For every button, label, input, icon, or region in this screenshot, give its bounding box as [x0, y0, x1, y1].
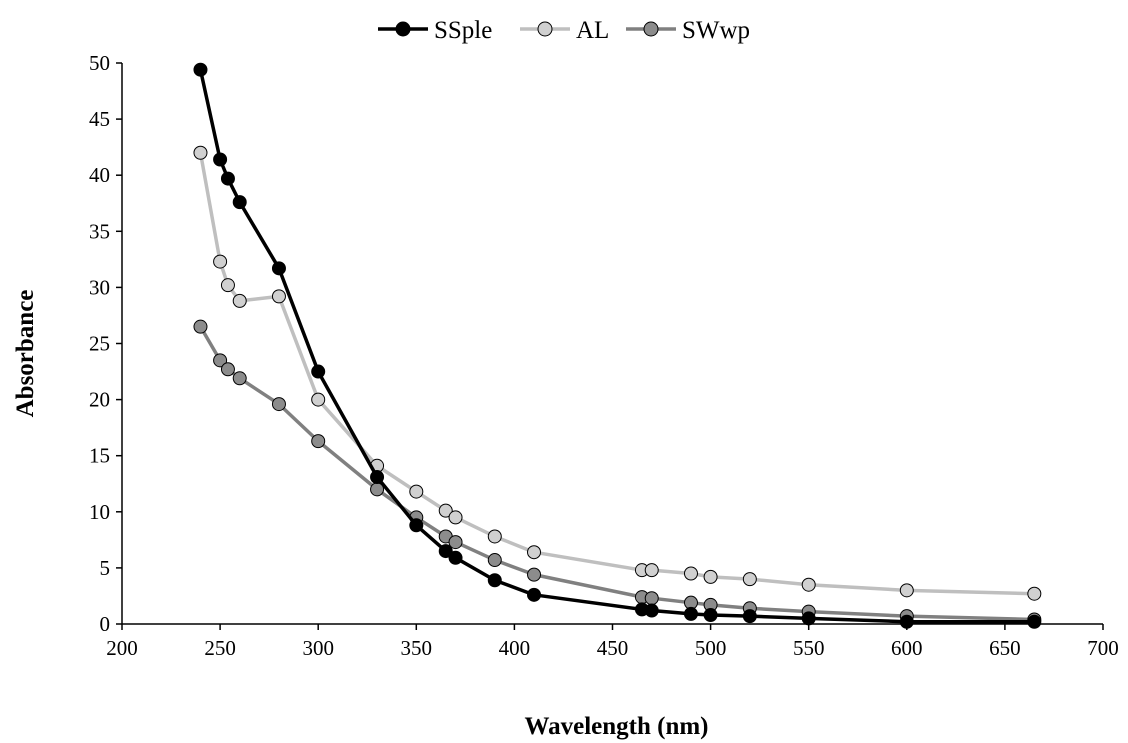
data-point-al [644, 563, 659, 578]
series-al [193, 145, 1042, 601]
y-tick-label: 5 [100, 556, 111, 580]
y-tick-label: 0 [100, 612, 111, 636]
x-tick-label: 650 [989, 636, 1021, 660]
y-axis-ticks: 0 5 10 15 20 25 30 35 40 45 50 [89, 51, 122, 636]
data-point-ssple [448, 550, 463, 565]
data-point-ssple [899, 614, 914, 629]
data-point-al [232, 293, 247, 308]
y-tick-label: 30 [89, 275, 110, 299]
x-tick-label: 400 [499, 636, 531, 660]
legend-item-swwp: SWwp [626, 17, 750, 44]
y-tick-label: 10 [89, 500, 110, 524]
data-point-ssple [213, 152, 228, 167]
legend-label-ssple: SSple [434, 17, 492, 44]
data-point-ssple [438, 544, 453, 559]
x-tick-label: 700 [1087, 636, 1119, 660]
data-point-al [220, 278, 235, 293]
legend-marker-ssple [395, 21, 411, 37]
legend-label-swwp: SWwp [682, 17, 750, 44]
legend-item-ssple: SSple [378, 17, 492, 44]
y-tick-label: 45 [89, 107, 110, 131]
data-point-ssple [220, 171, 235, 186]
data-point-ssple [644, 603, 659, 618]
data-point-al [213, 254, 228, 269]
data-point-ssple [370, 470, 385, 485]
x-tick-label: 550 [793, 636, 825, 660]
y-tick-label: 35 [89, 219, 110, 243]
y-tick-label: 50 [89, 51, 110, 75]
data-point-ssple [271, 261, 286, 276]
x-axis-title: Wavelength (nm) [524, 713, 708, 740]
legend-marker-swwp [643, 21, 659, 37]
series-line-swwp [198, 325, 1035, 622]
data-point-swwp [487, 553, 502, 568]
data-point-ssple [193, 62, 208, 77]
legend-marker-al [537, 21, 553, 37]
data-point-al [801, 577, 816, 592]
data-point-ssple [527, 587, 542, 602]
data-point-swwp [527, 567, 542, 582]
data-point-ssple [1027, 614, 1042, 629]
data-point-al [703, 569, 718, 584]
data-point-al [271, 289, 286, 304]
y-tick-label: 25 [89, 332, 110, 356]
data-point-al [438, 503, 453, 518]
x-tick-label: 350 [401, 636, 433, 660]
series-line-al [198, 152, 1035, 596]
data-point-al [311, 392, 326, 407]
series-line-ssple [198, 69, 1035, 624]
data-point-swwp [644, 591, 659, 606]
y-axis-title: Absorbance [12, 290, 39, 418]
data-point-al [683, 566, 698, 581]
data-point-ssple [232, 195, 247, 210]
y-tick-label: 20 [89, 388, 110, 412]
series-layer [193, 62, 1042, 629]
x-axis-ticks: 200 250 300 350 400 450 500 550 600 650 700 [106, 624, 1119, 660]
data-point-ssple [801, 611, 816, 626]
series-ssple [193, 62, 1042, 629]
legend: SSple AL SWwp [378, 17, 750, 44]
legend-label-al: AL [576, 17, 609, 44]
data-point-al [742, 572, 757, 587]
y-tick-label: 15 [89, 444, 110, 468]
data-point-swwp [311, 434, 326, 449]
legend-item-al: AL [520, 17, 609, 44]
x-tick-label: 450 [597, 636, 629, 660]
x-tick-label: 250 [204, 636, 236, 660]
data-point-swwp [232, 371, 247, 386]
data-point-swwp [213, 353, 228, 368]
data-point-ssple [311, 364, 326, 379]
data-point-swwp [220, 362, 235, 377]
data-point-swwp [271, 397, 286, 412]
data-point-al [409, 484, 424, 499]
axes [121, 63, 1103, 625]
data-point-swwp [193, 319, 208, 334]
x-tick-label: 200 [106, 636, 138, 660]
data-point-al [487, 529, 502, 544]
data-point-swwp [448, 535, 463, 550]
data-point-ssple [703, 608, 718, 623]
y-tick-label: 40 [89, 163, 110, 187]
data-point-ssple [742, 609, 757, 624]
data-point-al [193, 145, 208, 160]
data-point-ssple [487, 573, 502, 588]
data-point-al [527, 545, 542, 560]
data-point-ssple [409, 518, 424, 533]
data-point-ssple [683, 606, 698, 621]
x-tick-label: 600 [891, 636, 923, 660]
x-tick-label: 300 [302, 636, 334, 660]
x-tick-label: 500 [695, 636, 727, 660]
data-point-al [899, 583, 914, 598]
data-point-al [448, 510, 463, 525]
data-point-al [1027, 586, 1042, 601]
